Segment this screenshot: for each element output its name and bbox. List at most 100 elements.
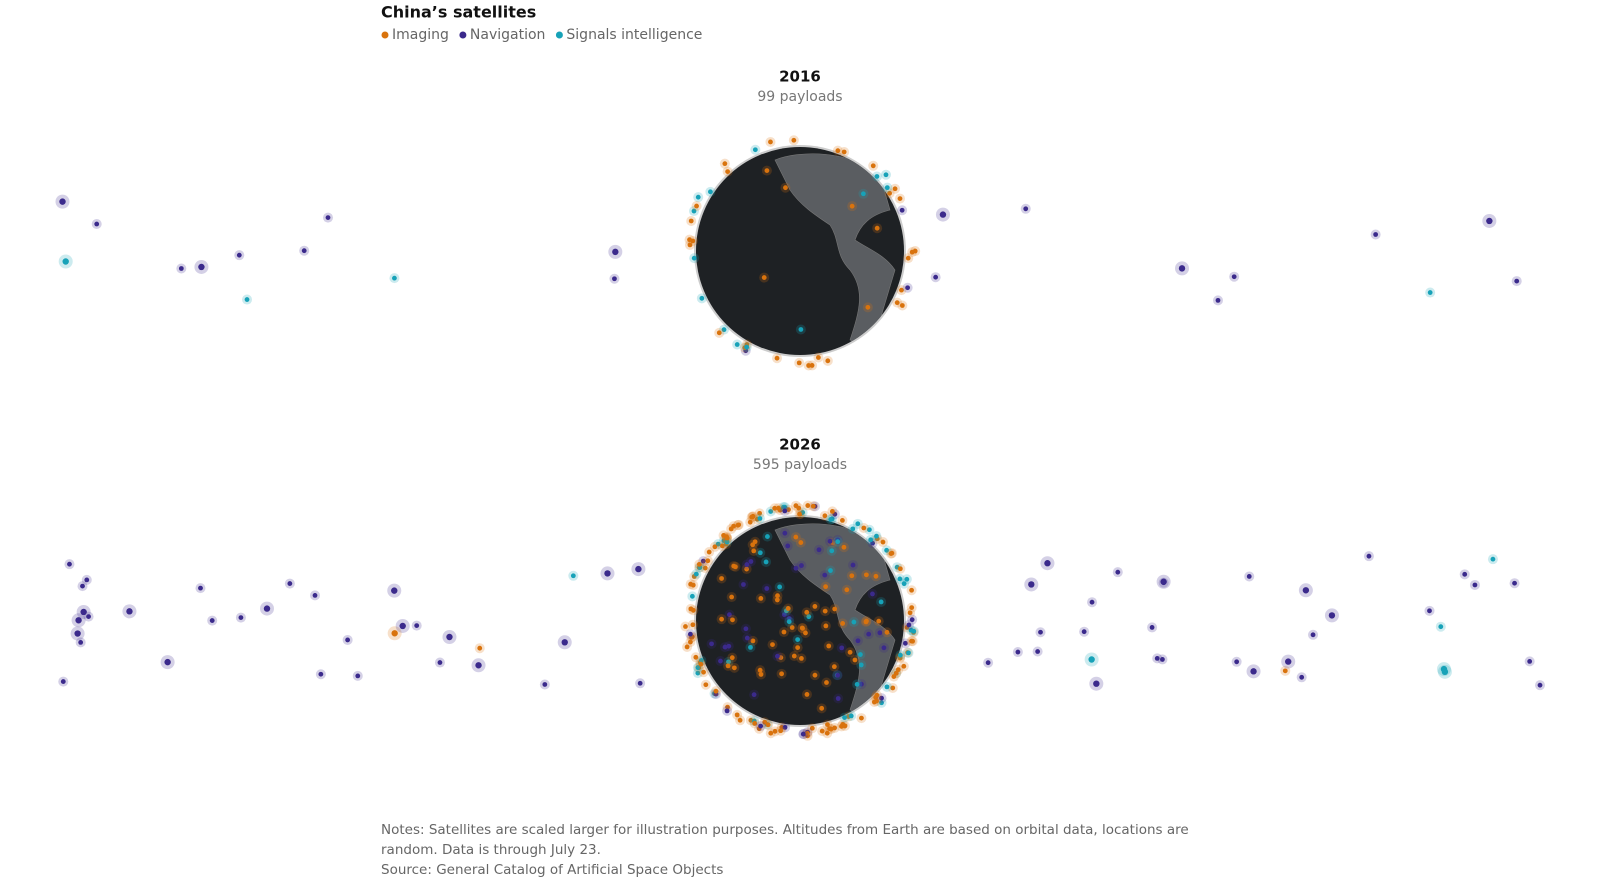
satellite	[744, 562, 750, 567]
satellite	[782, 508, 788, 514]
satellite	[861, 525, 867, 531]
panel-count: 595 payloads	[753, 457, 847, 473]
satellite	[690, 582, 696, 588]
satellite	[779, 671, 785, 677]
satellite	[1438, 624, 1444, 630]
satellite	[475, 662, 482, 669]
satellite	[78, 639, 84, 645]
satellite	[690, 622, 696, 628]
satellite	[688, 218, 694, 224]
satellite	[751, 692, 757, 698]
satellite	[835, 672, 841, 678]
satellite	[722, 161, 728, 167]
satellite	[884, 547, 890, 553]
satellite	[570, 573, 576, 579]
satellite	[1427, 290, 1433, 295]
satellite	[823, 584, 829, 590]
satellite	[1044, 560, 1051, 567]
satellite	[748, 644, 753, 650]
satellite	[719, 616, 725, 622]
satellite	[688, 639, 693, 645]
satellite	[819, 705, 825, 711]
satellite	[198, 585, 203, 591]
satellite	[751, 548, 757, 554]
legend-marker	[459, 31, 467, 39]
satellite	[687, 242, 693, 248]
satellite	[859, 715, 864, 721]
satellite	[860, 191, 866, 197]
satellite	[721, 327, 727, 333]
satellite	[894, 300, 900, 306]
satellite	[86, 614, 91, 620]
satellite	[392, 275, 397, 281]
satellite	[750, 638, 756, 644]
satellite	[866, 527, 872, 533]
satellite	[748, 559, 754, 564]
satellite	[796, 505, 802, 511]
satellite	[884, 185, 890, 191]
satellite	[865, 304, 871, 310]
satellite	[705, 558, 711, 564]
satellite	[795, 637, 801, 642]
satellite	[1015, 649, 1021, 655]
satellite	[815, 355, 821, 360]
satellite	[849, 573, 855, 579]
satellite	[758, 672, 764, 677]
satellite	[796, 360, 802, 366]
satellite	[768, 730, 774, 736]
satellite	[835, 148, 841, 154]
satellite	[702, 565, 708, 571]
satellite	[812, 672, 818, 678]
satellite	[848, 713, 854, 719]
satellite	[826, 643, 832, 649]
satellite	[1490, 556, 1496, 562]
satellite	[881, 645, 887, 651]
satellite	[209, 618, 215, 623]
satellite	[761, 275, 767, 280]
satellite	[874, 698, 879, 704]
satellite	[855, 521, 861, 527]
satellite	[706, 549, 712, 555]
satellite	[897, 566, 903, 572]
satellite	[832, 725, 838, 731]
satellite	[730, 617, 735, 623]
satellite	[80, 608, 87, 616]
legend-marker	[381, 31, 389, 39]
satellite	[874, 533, 879, 539]
satellite	[741, 582, 746, 587]
satellite	[1527, 658, 1533, 664]
satellite	[715, 541, 721, 547]
satellite	[695, 665, 701, 670]
satellite	[1472, 582, 1478, 588]
satellite	[737, 717, 743, 723]
satellite	[752, 147, 758, 153]
satellite	[774, 355, 780, 361]
satellite	[849, 203, 855, 209]
satellite	[825, 722, 830, 727]
satellite	[703, 682, 709, 688]
satellite	[287, 581, 293, 586]
satellite	[1302, 587, 1310, 594]
satellite	[719, 576, 724, 581]
satellite	[798, 540, 804, 545]
satellite	[828, 517, 834, 522]
satellite	[775, 593, 780, 599]
satellite	[786, 619, 792, 625]
satellite	[895, 667, 901, 673]
satellite	[854, 681, 860, 687]
satellite	[876, 618, 882, 624]
satellite	[803, 630, 808, 636]
satellite	[873, 573, 879, 579]
satellite	[763, 559, 769, 565]
satellite	[691, 255, 697, 261]
satellite	[752, 721, 758, 726]
satellite	[62, 258, 69, 265]
satellite	[888, 551, 894, 557]
satellites	[55, 135, 1545, 741]
satellite	[804, 731, 810, 736]
satellite	[874, 225, 880, 231]
satellite	[1486, 217, 1493, 225]
satellite	[905, 285, 911, 291]
satellite	[1038, 629, 1043, 635]
satellite	[60, 679, 66, 684]
